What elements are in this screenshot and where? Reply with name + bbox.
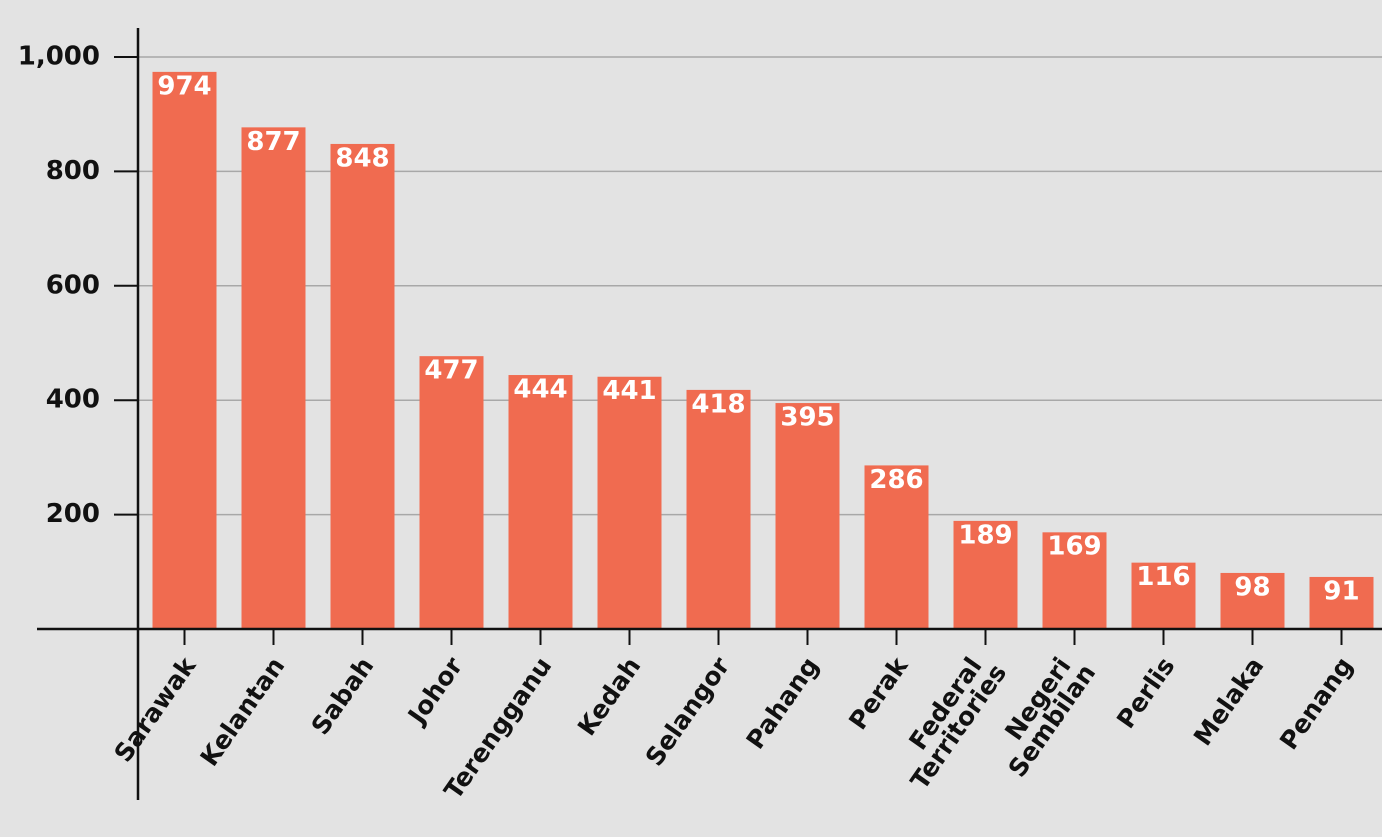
- bar: [775, 403, 840, 629]
- value-label: 169: [1047, 532, 1101, 562]
- x-tick-label: Pahang: [740, 652, 824, 755]
- value-label: 877: [246, 127, 300, 157]
- y-tick-label: 600: [46, 270, 100, 300]
- x-tick-label: Sarawak: [108, 651, 202, 768]
- value-label: 441: [602, 376, 656, 406]
- bar: [597, 376, 662, 629]
- y-tick-label: 400: [46, 385, 100, 415]
- value-label: 418: [691, 389, 745, 419]
- bar: [1042, 532, 1107, 629]
- value-label: 286: [869, 465, 923, 495]
- x-tick-label: Melaka: [1188, 652, 1270, 751]
- bar: [864, 465, 929, 629]
- x-tick-label: Perlis: [1111, 652, 1180, 734]
- value-label: 189: [958, 520, 1012, 550]
- x-tick-label: Penang: [1274, 652, 1358, 755]
- x-tick-label: Kelantan: [195, 652, 291, 772]
- bar: [419, 356, 484, 629]
- bar: [1131, 562, 1196, 629]
- y-tick-label: 800: [46, 156, 100, 186]
- bar: [330, 143, 395, 629]
- y-tick-label: 200: [46, 499, 100, 529]
- value-label: 98: [1234, 572, 1270, 602]
- bar: [953, 520, 1018, 629]
- value-label: 444: [513, 374, 567, 404]
- x-tick-label: Sabah: [305, 652, 379, 740]
- bar: [241, 127, 306, 629]
- bar: [152, 71, 217, 629]
- x-tick-label: Selangor: [640, 651, 736, 771]
- x-tick-label: Perak: [843, 651, 914, 735]
- value-label: 974: [157, 71, 211, 101]
- value-label: 91: [1323, 576, 1359, 606]
- x-tick-label: Kedah: [572, 652, 646, 741]
- value-label: 395: [780, 402, 834, 432]
- value-label: 116: [1136, 562, 1190, 592]
- value-label: 848: [335, 143, 389, 173]
- x-tick-label: Negeri Sembilan: [983, 645, 1101, 782]
- y-tick-label: 1,000: [18, 42, 100, 72]
- bar: [686, 389, 751, 629]
- bar: [1309, 576, 1374, 629]
- bar: [1220, 572, 1285, 629]
- value-label: 477: [424, 356, 478, 386]
- bar: [508, 375, 573, 629]
- x-tick-label: Johor: [401, 651, 469, 730]
